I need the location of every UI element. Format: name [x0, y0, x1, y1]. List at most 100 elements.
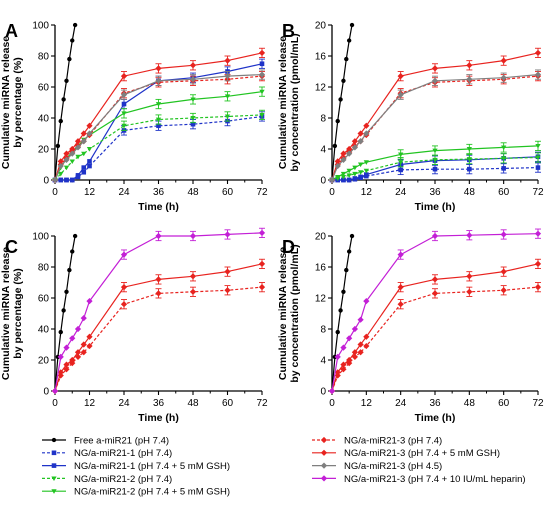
data-point [334, 353, 341, 361]
data-point [363, 297, 370, 305]
data-point [69, 177, 75, 183]
data-point [466, 147, 472, 152]
x-tick-label: 60 [222, 187, 234, 198]
data-point [258, 71, 266, 78]
legend-marker [320, 449, 328, 456]
y-axis-label: Cumulative miRNA releaseby concentration… [277, 244, 301, 382]
legend-entry-ng1gsh: NG/a-miR21-1 (pH 7.4 + 5 mM GSH) [42, 461, 230, 472]
panel-letter: C [5, 237, 18, 257]
data-point [86, 342, 93, 350]
legend-marker [51, 476, 57, 482]
legend-label: NG/a-miR21-3 (pH 4.5) [344, 461, 442, 472]
data-point [335, 174, 341, 180]
x-tick-label: 0 [52, 398, 58, 409]
series-line [54, 286, 263, 392]
data-point [51, 176, 59, 184]
y-axis-label-line: by concentration (pmol/mL) [289, 244, 301, 382]
data-point [120, 73, 128, 80]
data-point [534, 260, 542, 268]
data-point [357, 316, 364, 323]
legend-entry-ng1: NG/a-miR21-1 (pH 7.4) [42, 448, 172, 459]
data-point [328, 387, 336, 395]
data-point [58, 118, 63, 124]
legend-label: NG/a-miR21-1 (pH 7.4) [74, 448, 172, 459]
y-tick-label: 40 [38, 114, 50, 125]
legend-marker [51, 450, 57, 456]
x-tick-label: 0 [329, 187, 335, 198]
series-ng2gsh [329, 140, 541, 183]
y-tick-label: 4 [320, 145, 326, 156]
series-ng3gsh [328, 47, 542, 184]
legend-entry-ng3: NG/a-miR21-3 (pH 7.4) [312, 435, 442, 446]
data-point [61, 308, 66, 313]
data-point [57, 353, 64, 361]
data-point [334, 369, 341, 376]
y-axis-label-line: by percentage (%) [12, 57, 24, 147]
data-point [75, 173, 81, 178]
data-point [121, 123, 127, 129]
x-tick-label: 72 [532, 398, 544, 409]
data-point [432, 148, 438, 154]
legend-marker [320, 475, 328, 482]
data-point [155, 232, 162, 240]
data-point [357, 341, 364, 348]
series-ng3hep [51, 227, 266, 395]
data-point [466, 157, 472, 162]
data-point [341, 78, 346, 83]
y-tick-label: 20 [38, 356, 50, 367]
data-point [80, 315, 87, 322]
x-axis-label: Time (h) [415, 412, 456, 424]
data-point [120, 284, 128, 291]
data-point [189, 273, 197, 280]
data-point [431, 276, 439, 283]
data-point [340, 171, 347, 177]
series-line [331, 233, 539, 392]
data-point [259, 112, 265, 118]
data-point [259, 61, 265, 67]
legend-marker [320, 436, 328, 444]
data-point [346, 356, 353, 364]
data-point [120, 301, 128, 308]
data-point [467, 166, 472, 172]
data-point [224, 94, 231, 99]
data-point [351, 144, 358, 151]
data-point [340, 156, 347, 163]
series-ng1gsh [52, 58, 265, 183]
data-point [501, 166, 506, 171]
data-point [431, 65, 439, 72]
data-point [358, 174, 363, 180]
y-axis-label-line: Cumulative miRNA release [277, 247, 289, 380]
data-point [363, 342, 370, 350]
data-point [74, 325, 82, 333]
series-ng3hep [328, 228, 542, 395]
y-tick-label: 20 [315, 21, 327, 32]
y-axis-label-line: by percentage (%) [12, 268, 24, 358]
legend-entry-ng2: NG/a-miR21-2 (pH 7.4) [42, 474, 172, 485]
data-point [67, 267, 72, 273]
data-point [74, 353, 82, 361]
y-axis-label-line: Cumulative miRNA release [0, 247, 12, 380]
data-point [57, 162, 64, 170]
x-tick-label: 12 [361, 398, 373, 409]
y-tick-label: 16 [315, 263, 327, 274]
data-point [121, 111, 127, 116]
data-point [258, 284, 266, 291]
data-point [67, 56, 72, 62]
data-point [351, 325, 358, 333]
legend-marker [51, 489, 57, 494]
data-point [69, 145, 76, 153]
x-tick-label: 12 [361, 187, 373, 198]
data-point [338, 97, 343, 102]
x-axis-label: Time (h) [138, 412, 179, 424]
data-point [58, 177, 64, 183]
data-point [189, 288, 197, 295]
y-axis-label: Cumulative miRNA releaseby concentration… [277, 33, 301, 171]
data-point [500, 57, 507, 64]
data-point [61, 97, 66, 102]
data-point [86, 333, 93, 340]
data-point [340, 361, 347, 368]
data-point [328, 176, 336, 184]
series-line [331, 24, 353, 181]
